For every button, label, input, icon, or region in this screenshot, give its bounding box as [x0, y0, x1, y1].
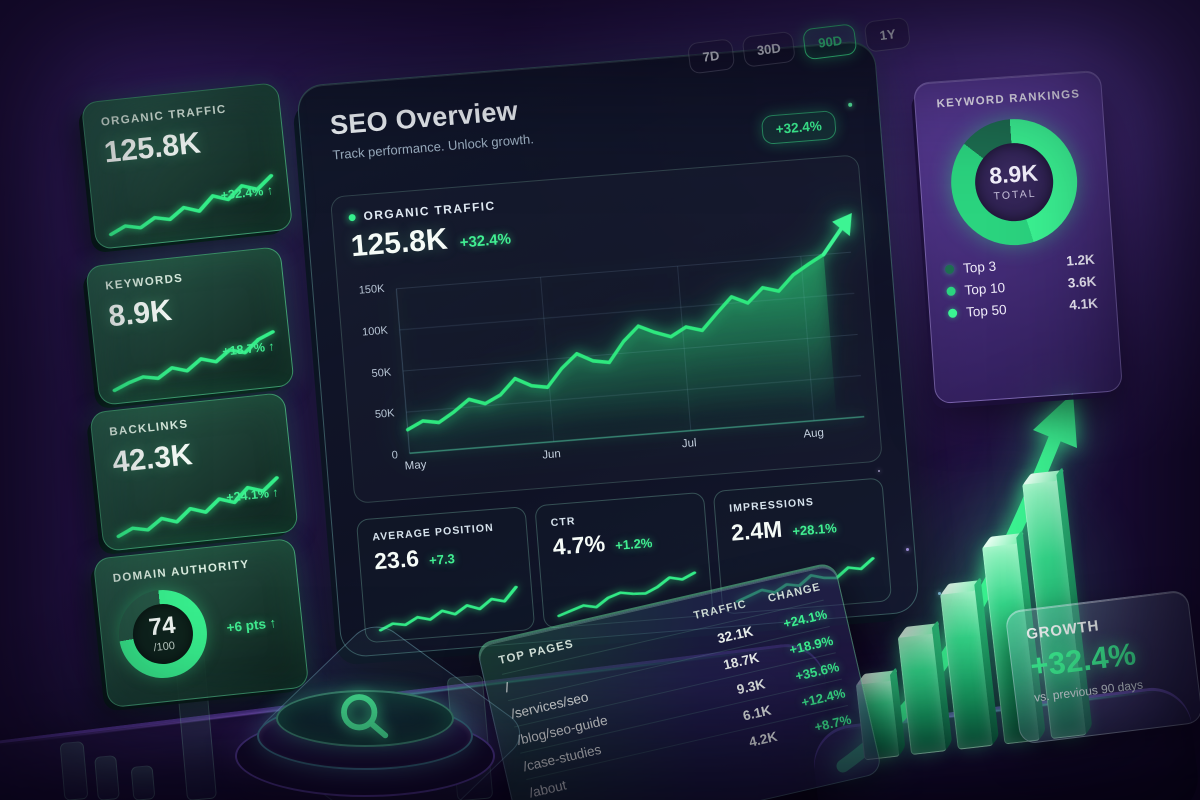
sparkline-chart	[112, 330, 275, 393]
kpi-value: 4.7%	[551, 529, 607, 561]
change-value: +6 pts	[225, 615, 267, 635]
organic-traffic-chart-card: ORGANIC TRAFFIC 125.8K +32.4% 150K 100K …	[329, 154, 883, 504]
sparkline-chart	[108, 174, 274, 237]
trend-up-icon: ↑	[266, 183, 274, 198]
gauge-center: 74 /100	[129, 601, 196, 668]
kpi-value-row: 23.6 +7.3	[373, 537, 515, 575]
chart-change: +32.4%	[459, 230, 512, 252]
y-tick: 50K	[371, 365, 392, 380]
decor-spark-dot	[906, 548, 909, 551]
legend-value: 1.2K	[1065, 251, 1096, 269]
trend-up-icon: ↑	[267, 339, 276, 354]
legend-label: Top 50	[965, 301, 1008, 320]
traffic-line-chart	[395, 213, 865, 454]
y-tick: 0	[391, 449, 399, 462]
sparkline-chart	[378, 585, 518, 632]
y-tick: 50K	[374, 407, 395, 422]
gauge-denominator: /100	[153, 639, 176, 655]
donut-total-label: TOTAL	[993, 187, 1037, 203]
x-axis-label: Aug	[803, 426, 825, 441]
stat-card-backlinks: BACKLINKS 42.3K +24.1% ↑	[89, 392, 299, 552]
kpi-change: +7.3	[428, 550, 456, 569]
growth-card: GROWTH +32.4% vs. previous 90 days	[1004, 589, 1200, 745]
legend-dot-icon	[944, 264, 955, 275]
page-traffic: 4.2K	[747, 728, 779, 750]
legend-item-top3: Top 3 1.2K	[944, 251, 1096, 277]
x-axis-label: May	[404, 458, 427, 473]
decor-glass-slab	[130, 765, 156, 800]
domain-authority-gauge: 74 /100	[114, 585, 212, 683]
legend-dot-icon	[947, 308, 958, 319]
decor-glass-slab	[59, 741, 89, 800]
sparkline-chart	[116, 476, 279, 539]
keyword-rankings-panel: KEYWORD RANKINGS 8.9K TOTAL Top 3 1.2K T…	[912, 69, 1124, 405]
donut-total-value: 8.9K	[988, 159, 1039, 189]
kpi-value: 2.4M	[730, 515, 784, 546]
time-range-30d[interactable]: 30D	[741, 30, 797, 68]
trend-up-icon: ↑	[268, 614, 278, 631]
kpi-value: 23.6	[373, 544, 420, 575]
stat-card-value: 8.9K	[106, 293, 174, 334]
sparkline-chart	[557, 571, 697, 618]
kpi-card-ctr: CTR 4.7% +1.2%	[534, 491, 714, 630]
time-range-1y[interactable]: 1Y	[863, 16, 912, 53]
time-range-7d[interactable]: 7D	[686, 38, 736, 75]
y-tick: 150K	[358, 282, 385, 297]
gauge-value: 74	[147, 611, 177, 642]
kpi-value-row: 2.4M +28.1%	[730, 509, 872, 547]
legend-dot-icon	[946, 286, 956, 297]
panel-title: KEYWORD RANKINGS	[936, 88, 1081, 111]
decor-glass-slab	[94, 755, 120, 800]
legend-label: Top 10	[964, 280, 1006, 298]
stat-card-value: 42.3K	[110, 438, 194, 480]
rankings-legend: Top 3 1.2K Top 10 3.6K Top 50 4.1K	[943, 252, 1101, 322]
legend-value: 4.1K	[1068, 295, 1099, 313]
search-button[interactable]	[235, 645, 495, 800]
chart-value: 125.8K	[349, 222, 449, 264]
decor-spark-dot	[848, 102, 853, 107]
decor-spark-dot	[938, 592, 941, 595]
legend-label: Top 3	[962, 258, 997, 276]
trend-up-icon: ↑	[271, 485, 280, 500]
legend-value: 3.6K	[1067, 273, 1097, 291]
legend-item-top10: Top 10 3.6K	[946, 274, 1097, 299]
stat-card-value: 125.8K	[102, 126, 203, 170]
y-axis-labels: 150K 100K 50K 50K 0	[344, 283, 398, 465]
growth-bar	[897, 631, 947, 756]
stat-card-organic-traffic: ORGANIC TRAFFIC 125.8K +32.4% ↑	[80, 82, 294, 250]
status-dot-icon	[348, 213, 356, 221]
time-range-90d[interactable]: 90D	[802, 23, 858, 61]
kpi-change: +28.1%	[791, 520, 838, 539]
kpi-change: +1.2%	[614, 535, 653, 554]
decor-spark-dot	[878, 470, 880, 472]
donut-center: 8.9K TOTAL	[972, 140, 1056, 224]
stat-card-change: +6 pts ↑	[226, 615, 277, 635]
seo-overview-panel: SEO Overview Track performance. Unlock g…	[295, 39, 921, 659]
kpi-value-row: 4.7% +1.2%	[552, 523, 694, 561]
stat-card-keywords: KEYWORDS 8.9K +18.7% ↑	[85, 246, 295, 406]
y-tick: 100K	[361, 324, 389, 339]
legend-item-top50: Top 50 4.1K	[947, 295, 1099, 321]
x-axis-label: Jun	[541, 448, 562, 462]
search-icon	[341, 694, 389, 739]
x-axis-label: Jul	[681, 437, 698, 451]
growth-badge: +32.4%	[760, 110, 837, 145]
kpi-card-average-position: AVERAGE POSITION 23.6 +7.3	[355, 506, 536, 644]
keyword-rankings-donut: 8.9K TOTAL	[946, 114, 1082, 250]
